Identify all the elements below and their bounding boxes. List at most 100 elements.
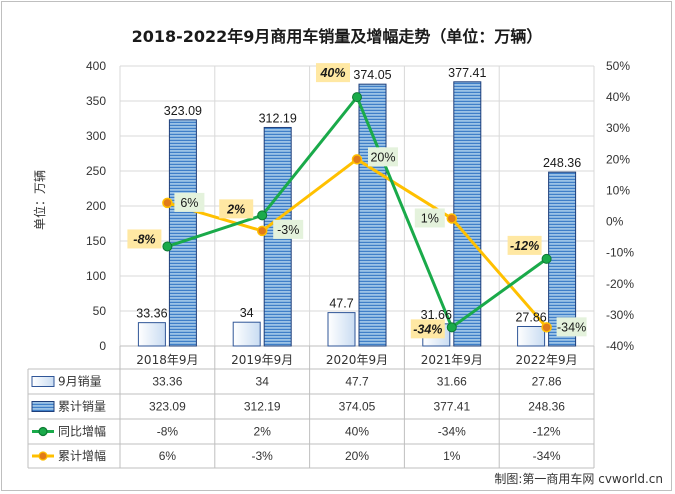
label-box <box>410 319 445 339</box>
table-cell: 34 <box>256 375 270 389</box>
table-cell: -34% <box>438 425 466 439</box>
point-cumulative-growth <box>446 213 458 224</box>
line-cumulative-growth <box>166 157 548 329</box>
chart-title: 2018-2022年9月商用车销量及增幅走势（单位：万辆） <box>132 27 543 46</box>
y-tick-label: 150 <box>86 234 106 248</box>
bar-monthly-label: 33.36 <box>136 307 167 321</box>
y2-tick-label: 0% <box>606 215 624 229</box>
table-cell: 323.09 <box>149 400 186 414</box>
y-tick-label: 400 <box>86 59 106 73</box>
bar-monthly-label: 31.66 <box>421 308 452 322</box>
bar-monthly <box>232 321 261 347</box>
bar-cumulative-label: 374.05 <box>353 68 391 82</box>
data-table: 2018年9月 2019年9月 2020年9月 2021年9月 2022年9月 9月销量 3… <box>27 346 595 469</box>
legend-key <box>31 401 55 412</box>
bar-cumulative <box>358 83 387 347</box>
legend-label: 累计销量 <box>58 400 106 414</box>
credit-text: 制图:第一商用车网 cvworld.cn <box>494 471 663 486</box>
y2-tick-label: 30% <box>606 121 630 135</box>
bar-cumulative <box>548 171 577 347</box>
point-yoy-growth <box>162 241 173 252</box>
table-cell: 47.7 <box>345 375 369 389</box>
label-box <box>273 219 304 239</box>
y2-tick-label: -10% <box>606 246 634 260</box>
line-point-label: 40% <box>319 66 345 80</box>
label-box <box>556 317 587 337</box>
table-cell: 33.36 <box>152 375 182 389</box>
y2-tick-label: -40% <box>606 339 634 353</box>
bar-cumulative-label: 312.19 <box>259 111 297 125</box>
table-cell: 40% <box>345 425 369 439</box>
table-cell: -34% <box>533 449 561 463</box>
legend-key-marker <box>38 426 48 437</box>
point-yoy-growth <box>446 322 457 333</box>
y2-tick-label: 10% <box>606 183 630 197</box>
bar-monthly-label: 27.86 <box>515 310 546 324</box>
label-box <box>316 63 350 83</box>
x-tick-label: 2020年9月 <box>326 353 388 367</box>
line-point-label: -34% <box>413 322 442 336</box>
point-yoy-growth <box>352 92 362 103</box>
label-box <box>368 147 398 167</box>
point-cumulative-growth <box>162 197 173 209</box>
line-point-label: -12% <box>510 239 539 253</box>
table-cell: 248.36 <box>528 400 565 414</box>
bar-monthly <box>327 312 356 347</box>
table-cell: 20% <box>345 449 369 463</box>
bar-cumulative <box>168 119 197 347</box>
point-yoy-growth <box>541 253 552 264</box>
table-cell: 1% <box>443 449 461 463</box>
y-axis-label: 单位：万辆 <box>32 170 47 230</box>
x-tick-label: 2022年9月 <box>516 353 578 367</box>
legend-label: 同比增幅 <box>58 424 106 439</box>
table-cell: 6% <box>159 449 177 463</box>
y2-tick-label: -20% <box>606 277 634 291</box>
y-tick-label: 50 <box>93 304 107 318</box>
point-cumulative-growth <box>541 322 552 333</box>
x-tick-label: 2019年9月 <box>231 353 293 367</box>
label-box <box>414 208 445 228</box>
bar-cumulative <box>453 81 482 347</box>
x-tick-label: 2018年9月 <box>136 353 198 367</box>
y2-tick-label: 50% <box>606 59 630 73</box>
label-box <box>127 229 162 249</box>
y-tick-label: 350 <box>86 94 106 108</box>
table-cell: 2% <box>254 425 272 439</box>
data-labels: 33.36 323.09 34 312.19 47.7 374.05 31.66 377.41… <box>127 63 587 339</box>
bar-monthly-label: 34 <box>240 306 254 320</box>
line-point-label: 2% <box>226 202 245 216</box>
y2-tick-label: 40% <box>606 90 630 104</box>
y2-tick-label: -30% <box>606 308 634 322</box>
bar-monthly <box>137 322 166 347</box>
bar-cumulative-label: 377.41 <box>448 66 486 80</box>
line-point-label: 6% <box>180 196 198 210</box>
table-cell: -12% <box>533 425 561 439</box>
y-tick-label: 300 <box>86 129 106 143</box>
line-point-label: -34% <box>557 320 586 334</box>
table-cell: 312.19 <box>244 400 281 414</box>
y-tick-label: 250 <box>86 164 106 178</box>
point-yoy-growth <box>257 210 268 221</box>
y2-axis-ticks: -40% -30% -20% -10% 0% 10% 20% 30% 40% 50% <box>606 59 634 353</box>
y-tick-label: 0 <box>99 339 106 353</box>
table-cell: 27.86 <box>532 375 562 389</box>
point-cumulative-growth <box>256 225 268 237</box>
bar-cumulative-label: 323.09 <box>164 104 202 118</box>
line-point-label: -8% <box>133 232 155 246</box>
lines <box>162 92 552 333</box>
table-cell: -3% <box>252 449 274 463</box>
y-axis-ticks: 0 50 100 150 200 250 300 350 400 <box>86 59 106 353</box>
label-box <box>174 192 205 212</box>
table-cell: -8% <box>157 425 179 439</box>
bar-monthly-label: 47.7 <box>329 297 353 311</box>
x-tick-label: 2021年9月 <box>421 353 483 367</box>
point-cumulative-growth <box>351 154 363 165</box>
legend-key <box>31 376 55 387</box>
y2-tick-label: 20% <box>606 152 630 166</box>
bar-monthly <box>517 325 546 347</box>
table-cell: 374.05 <box>339 400 376 414</box>
line-point-label: 1% <box>421 211 439 225</box>
line-point-label: -3% <box>277 223 299 237</box>
